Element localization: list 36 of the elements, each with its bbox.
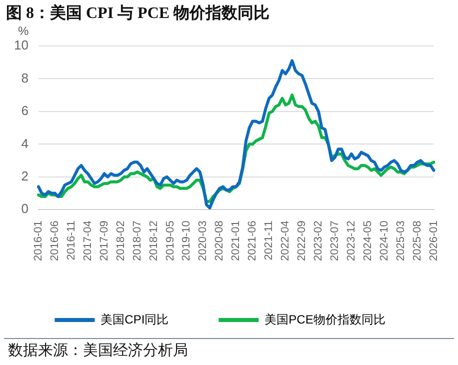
- y-tick-label: 4: [21, 136, 28, 151]
- x-tick-label: 2018-07: [131, 220, 144, 262]
- x-tick-label: 2024-10: [378, 220, 390, 262]
- y-tick-label: 2: [21, 168, 28, 184]
- x-tick-label: 2018-02: [114, 220, 127, 262]
- x-tick-label: 2023-12: [345, 220, 358, 262]
- legend-label: 美国PCE物价指数同比: [264, 312, 386, 326]
- legend-label: 美国CPI同比: [100, 312, 169, 326]
- x-tick-label: 2018-12: [148, 220, 160, 262]
- source-note: 数据来源：美国经济分析局: [8, 341, 188, 360]
- x-tick-label: 2025-08: [411, 220, 424, 262]
- x-tick-label: 2022-04: [280, 220, 292, 262]
- y-tick-label: 6: [21, 103, 28, 118]
- x-tick-label: 2016-11: [65, 220, 78, 260]
- x-tick-label: 2019-10: [180, 220, 193, 262]
- x-tick-label: 2020-03: [197, 220, 210, 262]
- x-tick-label: 2022-09: [296, 220, 308, 262]
- y-tick-label: 0: [21, 201, 28, 216]
- x-tick-label: 2016-06: [48, 220, 61, 262]
- y-tick-label: 8: [21, 70, 28, 86]
- x-tick-label: 2017-09: [98, 220, 110, 262]
- x-tick-label: 2021-01: [230, 220, 242, 262]
- x-tick-label: 2021-06: [246, 220, 259, 262]
- x-tick-label: 2025-03: [394, 220, 407, 262]
- x-tick-label: 2016-01: [32, 220, 44, 262]
- x-tick-label: 2024-05: [362, 220, 374, 262]
- y-axis-title: %: [17, 23, 30, 39]
- x-tick-label: 2021-11: [263, 220, 276, 260]
- y-tick-label: 10: [14, 38, 28, 53]
- x-tick-label: 2020-08: [214, 220, 226, 262]
- chart-title: 图 8：美国 CPI 与 PCE 物价指数同比: [6, 3, 270, 24]
- x-tick-label: 2019-05: [164, 220, 176, 262]
- x-tick-label: 2023-07: [328, 220, 341, 262]
- x-tick-label: 2026-01: [428, 220, 440, 262]
- x-tick-label: 2023-02: [312, 220, 325, 262]
- x-tick-label: 2017-04: [82, 220, 94, 262]
